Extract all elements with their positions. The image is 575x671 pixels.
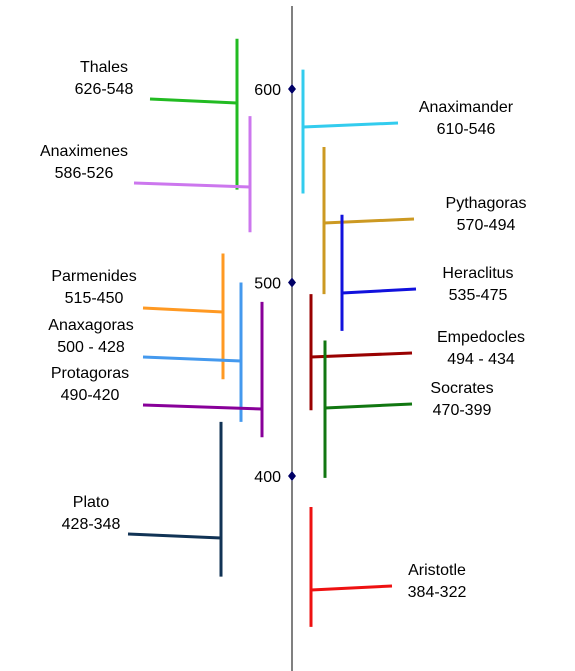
connector-line-plato	[127, 532, 222, 540]
philosopher-dates-thales: 626-548	[75, 81, 134, 98]
philosopher-dates-anaximenes: 586-526	[55, 165, 114, 182]
connector-line-aristotle	[310, 584, 393, 592]
philosopher-dates-parmenides: 515-450	[65, 290, 124, 307]
philosopher-name-aristotle: Aristotle	[408, 562, 466, 579]
connector-line-anaximenes	[133, 181, 251, 189]
philosopher-dates-pythagoras: 570-494	[457, 217, 516, 234]
philosopher-dates-protagoras: 490-420	[61, 387, 120, 404]
connector-line-pythagoras	[323, 217, 415, 225]
axis-tick-label-500: 500	[254, 276, 281, 293]
philosopher-name-thales: Thales	[80, 59, 128, 76]
philosopher-name-protagoras: Protagoras	[51, 365, 129, 382]
connector-line-thales	[149, 97, 238, 105]
philosopher-dates-anaximander: 610-546	[437, 121, 496, 138]
connector-line-empedocles	[310, 351, 413, 359]
philosopher-name-empedocles: Empedocles	[437, 329, 525, 346]
connector-line-protagoras	[142, 403, 263, 411]
axis-tick-marker-400	[288, 471, 296, 481]
philosopher-name-parmenides: Parmenides	[51, 268, 136, 285]
philosopher-dates-anaxagoras: 500 - 428	[57, 339, 125, 356]
philosopher-name-anaximander: Anaximander	[419, 99, 514, 116]
philosopher-dates-heraclitus: 535-475	[449, 287, 508, 304]
connector-line-socrates	[324, 402, 413, 410]
axis-tick-label-400: 400	[254, 469, 281, 486]
connector-line-anaximander	[302, 121, 399, 129]
philosopher-name-heraclitus: Heraclitus	[442, 265, 513, 282]
philosopher-name-plato: Plato	[73, 494, 110, 511]
philosopher-dates-socrates: 470-399	[433, 402, 492, 419]
axis-tick-label-600: 600	[254, 82, 281, 99]
philosopher-name-anaximenes: Anaximenes	[40, 143, 128, 160]
philosopher-dates-empedocles: 494 - 434	[447, 351, 515, 368]
philosopher-name-socrates: Socrates	[430, 380, 493, 397]
philosopher-dates-plato: 428-348	[62, 516, 121, 533]
connector-line-anaxagoras	[142, 355, 242, 363]
connector-line-heraclitus	[341, 287, 417, 295]
philosopher-dates-aristotle: 384-322	[408, 584, 467, 601]
philosopher-name-pythagoras: Pythagoras	[446, 195, 527, 212]
connector-line-parmenides	[142, 306, 224, 314]
axis-tick-marker-500	[288, 277, 296, 288]
axis-tick-marker-600	[288, 84, 296, 94]
philosopher-name-anaxagoras: Anaxagoras	[48, 317, 133, 334]
